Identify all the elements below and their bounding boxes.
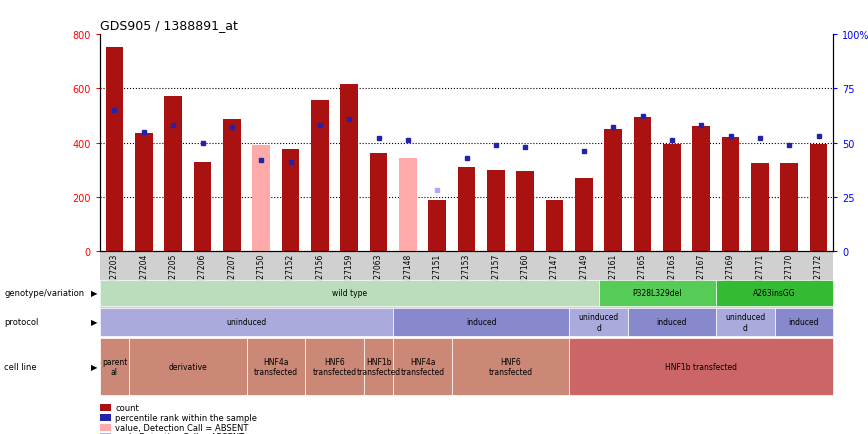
Bar	[429, 200, 446, 252]
Text: wild type: wild type	[332, 289, 367, 297]
Text: value, Detection Call = ABSENT: value, Detection Call = ABSENT	[115, 423, 249, 431]
Text: P328L329del: P328L329del	[633, 289, 682, 297]
Bar	[810, 145, 827, 252]
Text: derivative: derivative	[168, 362, 207, 371]
Bar	[780, 164, 798, 252]
Bar	[546, 200, 563, 252]
Text: parent
al: parent al	[102, 357, 128, 376]
Text: ▶: ▶	[91, 362, 97, 371]
Bar	[604, 130, 622, 252]
Text: HNF4a
transfected: HNF4a transfected	[400, 357, 444, 376]
Bar	[575, 178, 593, 252]
Bar	[164, 97, 182, 252]
Bar	[722, 138, 740, 252]
Bar	[311, 101, 329, 252]
Text: ▶: ▶	[91, 289, 97, 297]
Text: HNF4a
transfected: HNF4a transfected	[253, 357, 298, 376]
Bar	[516, 172, 534, 252]
Bar	[370, 154, 387, 252]
Bar	[663, 145, 681, 252]
Text: HNF6
transfected: HNF6 transfected	[312, 357, 357, 376]
Bar	[223, 120, 240, 252]
Text: uninduced: uninduced	[227, 318, 266, 327]
Text: rank, Detection Call = ABSENT: rank, Detection Call = ABSENT	[115, 432, 245, 434]
Bar	[693, 127, 710, 252]
Bar	[106, 48, 123, 252]
Text: induced: induced	[466, 318, 496, 327]
Bar	[487, 171, 504, 252]
Bar	[340, 85, 358, 252]
Text: uninduced
d: uninduced d	[578, 312, 619, 332]
Text: count: count	[115, 404, 139, 412]
Text: cell line: cell line	[4, 362, 37, 371]
Bar	[194, 162, 211, 252]
Bar	[634, 118, 651, 252]
Text: induced: induced	[789, 318, 819, 327]
Bar	[253, 146, 270, 252]
Text: GDS905 / 1388891_at: GDS905 / 1388891_at	[100, 19, 238, 32]
Bar	[399, 158, 417, 252]
Bar	[751, 164, 769, 252]
Text: HNF1b transfected: HNF1b transfected	[665, 362, 737, 371]
Text: percentile rank within the sample: percentile rank within the sample	[115, 413, 258, 422]
Bar	[457, 168, 476, 252]
Bar	[135, 134, 153, 252]
Text: HNF6
transfected: HNF6 transfected	[489, 357, 533, 376]
Text: genotype/variation: genotype/variation	[4, 289, 84, 297]
Text: induced: induced	[657, 318, 687, 327]
Text: HNF1b
transfected: HNF1b transfected	[357, 357, 401, 376]
Bar	[282, 150, 299, 252]
Text: protocol: protocol	[4, 318, 39, 327]
Text: ▶: ▶	[91, 318, 97, 327]
Text: uninduced
d: uninduced d	[725, 312, 766, 332]
Text: A263insGG: A263insGG	[753, 289, 796, 297]
